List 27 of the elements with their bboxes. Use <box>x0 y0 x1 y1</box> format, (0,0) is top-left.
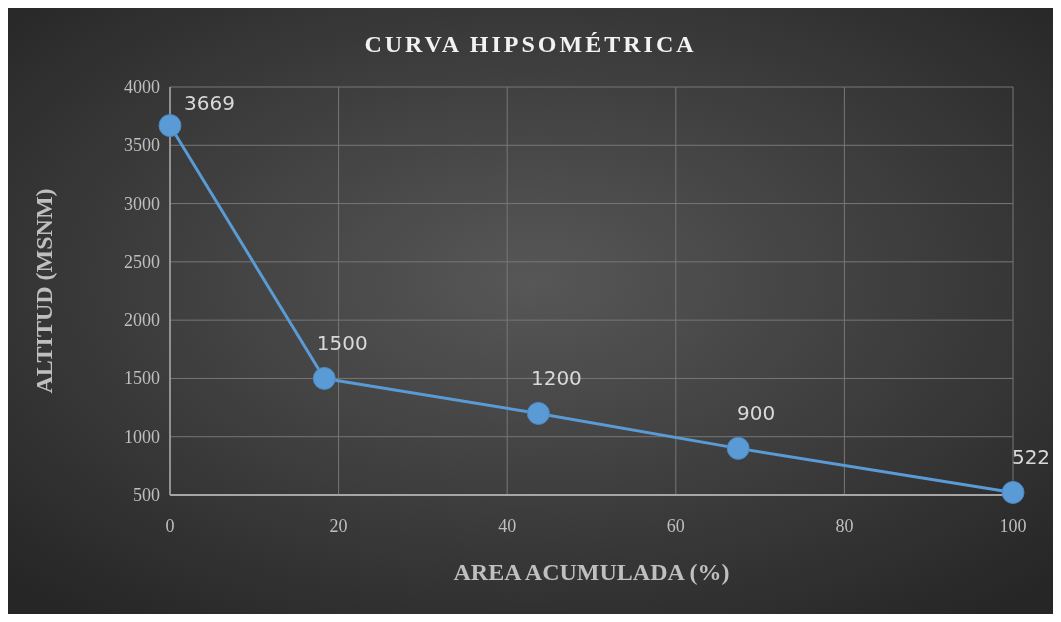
point <box>312 366 336 390</box>
y-axis-title: ALTITUD (MSNM) <box>31 188 57 394</box>
x-tick-label: 60 <box>666 516 685 536</box>
x-tick-label: 0 <box>165 516 175 536</box>
y-tick-label: 500 <box>133 485 160 505</box>
y-tick-label: 1000 <box>124 426 160 447</box>
y-tick-label: 1500 <box>124 368 160 389</box>
y-tick-label: 3000 <box>124 193 160 214</box>
x-tick-label: 80 <box>835 516 854 536</box>
x-tick-label: 40 <box>498 516 517 536</box>
point <box>1001 480 1025 504</box>
x-tick-label: 100 <box>999 516 1027 536</box>
point <box>726 436 750 460</box>
y-tick-label: 2500 <box>124 251 160 272</box>
point <box>526 401 550 425</box>
point <box>158 114 182 138</box>
chart-title: CURVA HIPSOMÉTRICA <box>364 31 697 57</box>
x-axis-title: AREA ACUMULADA (%) <box>453 559 730 585</box>
data-label: 1200 <box>530 366 582 391</box>
y-tick-label: 4000 <box>124 77 160 97</box>
y-tick-label: 3500 <box>124 135 160 156</box>
data-label: 522 <box>1011 445 1051 470</box>
data-label: 3669 <box>184 90 235 115</box>
x-tick-label: 20 <box>329 516 348 536</box>
y-tick-label: 2000 <box>124 310 160 331</box>
data-label: 1500 <box>316 331 368 356</box>
data-label: 900 <box>737 401 776 426</box>
